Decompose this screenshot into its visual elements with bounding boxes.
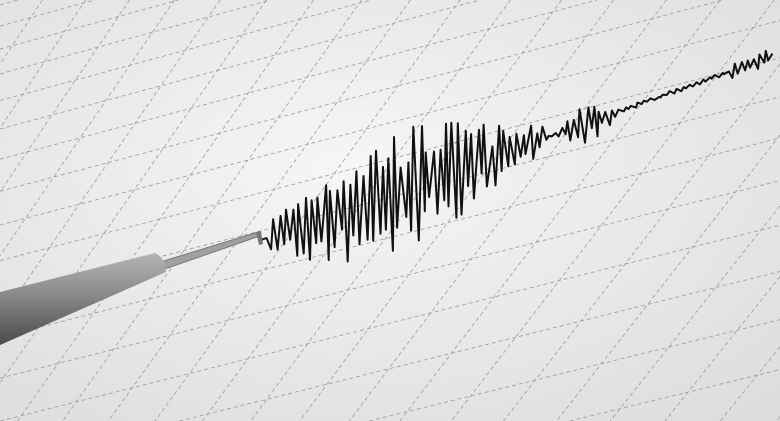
grid-line <box>202 0 511 421</box>
grid-line <box>0 0 175 257</box>
grid-line <box>0 0 480 130</box>
grid-line <box>369 319 780 421</box>
seismic-trace <box>261 49 774 263</box>
grid-line <box>664 276 780 421</box>
grid-line <box>0 0 95 27</box>
grid-line <box>349 0 667 421</box>
grid-line <box>0 0 86 129</box>
grid-line <box>0 0 18 6</box>
grid-line <box>610 205 780 421</box>
grid-line <box>179 271 780 421</box>
grid-line <box>0 180 780 379</box>
grid-line <box>0 57 780 261</box>
grid-line <box>0 20 780 226</box>
grid-line <box>776 416 780 421</box>
grid-line <box>0 0 221 320</box>
grid-line <box>108 0 411 421</box>
pen-tip <box>256 231 263 245</box>
grid-line <box>503 63 780 421</box>
grid-line <box>0 0 130 193</box>
grid-line <box>0 0 271 75</box>
grid-line <box>0 0 43 65</box>
pen-arm <box>0 231 263 345</box>
grid-line <box>0 0 724 192</box>
grid-line <box>0 0 179 50</box>
grid-line <box>451 0 775 421</box>
grid-line <box>0 137 780 338</box>
grid-line <box>0 224 780 421</box>
grid-line <box>62 0 362 421</box>
grid-line <box>556 134 780 421</box>
grid-line <box>0 0 372 101</box>
pen-body <box>0 253 166 345</box>
grid-line <box>720 346 780 421</box>
grid-line <box>569 369 780 421</box>
grid-line <box>0 0 598 160</box>
grid-line <box>17 0 314 421</box>
